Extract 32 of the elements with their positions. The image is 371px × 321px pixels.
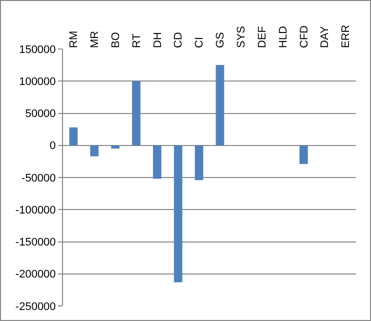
bar — [299, 145, 308, 164]
bar — [90, 145, 99, 156]
bar — [132, 81, 140, 146]
bar — [216, 65, 224, 146]
x-tick-label: ERR — [340, 24, 352, 48]
x-tick-label: GS — [214, 32, 227, 48]
bar — [111, 145, 120, 149]
y-tick-label: 0 — [50, 140, 56, 152]
y-tick-label: -50000 — [22, 172, 56, 184]
y-tick-label: 100000 — [19, 76, 56, 88]
y-tick-label: 150000 — [19, 44, 56, 56]
x-tick-label: CD — [172, 32, 185, 48]
y-tick-label: -150000 — [15, 236, 56, 249]
x-tick-label: SYS — [235, 26, 248, 48]
y-tick-label: -100000 — [15, 204, 56, 216]
x-tick-label: DAY — [319, 26, 332, 48]
bar — [152, 145, 162, 179]
x-tick-label: CI — [194, 37, 206, 48]
x-tick-label: CFD — [298, 25, 310, 48]
x-tick-label: DEF — [256, 26, 268, 48]
x-tick-label: DH — [152, 32, 164, 48]
x-tick-label: MR — [88, 30, 101, 48]
x-tick-label: RT — [130, 33, 143, 48]
x-tick-label: HLD — [277, 26, 290, 48]
bar — [69, 127, 78, 146]
y-tick-label: 50000 — [25, 108, 56, 120]
bar — [174, 145, 182, 282]
y-tick-label: -250000 — [15, 300, 56, 313]
bar — [194, 145, 204, 180]
x-tick-label: BO — [110, 32, 122, 48]
y-tick-label: -200000 — [15, 268, 56, 281]
x-tick-label: RM — [68, 30, 80, 48]
